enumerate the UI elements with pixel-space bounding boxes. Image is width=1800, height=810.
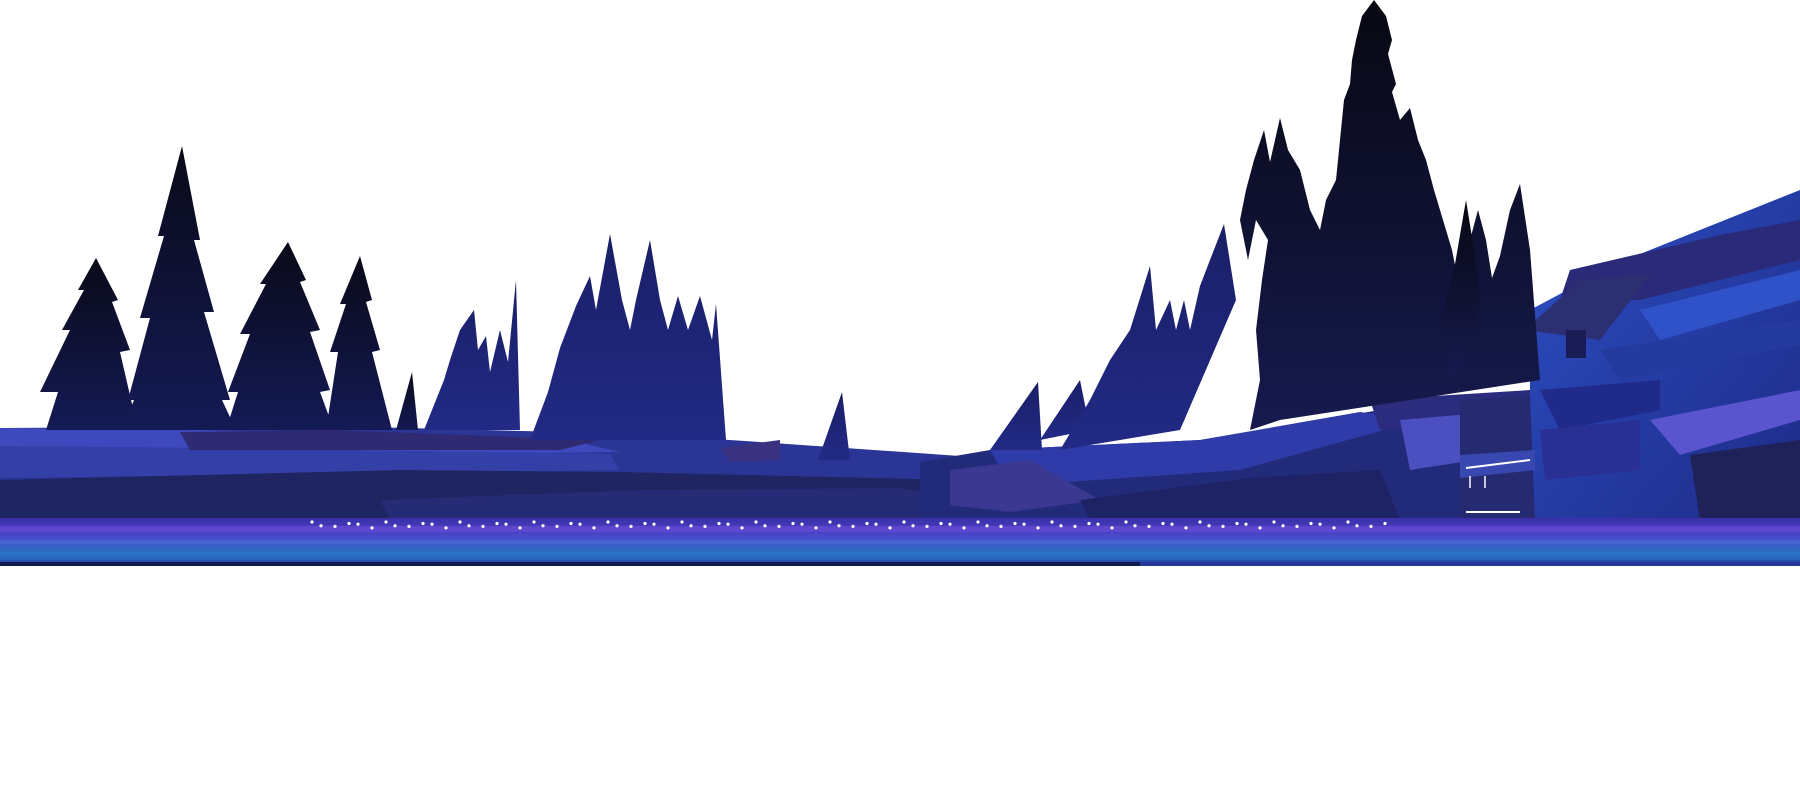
light-dot: [504, 522, 508, 526]
light-dot: [430, 522, 434, 526]
light-dot: [1133, 524, 1137, 528]
light-dot: [518, 526, 522, 530]
light-dot: [1124, 520, 1128, 524]
light-dot: [1207, 524, 1211, 528]
light-dot: [370, 526, 374, 530]
light-dot: [948, 522, 952, 526]
light-dot: [1295, 524, 1299, 529]
light-dot: [652, 522, 656, 526]
light-dot: [1059, 524, 1063, 528]
ground-right: [920, 390, 1550, 520]
light-dot: [828, 520, 832, 524]
light-dot: [939, 521, 943, 526]
light-dot: [1050, 520, 1054, 524]
light-dot: [347, 521, 351, 526]
light-dot: [1221, 524, 1225, 529]
light-dot: [319, 524, 323, 528]
light-dot: [421, 521, 425, 526]
light-dot: [555, 524, 559, 529]
light-dot: [1383, 521, 1387, 526]
light-dot: [1244, 522, 1248, 526]
light-dot: [837, 524, 841, 528]
trees-right-blue: [990, 224, 1236, 450]
light-dot: [495, 521, 499, 526]
light-dot: [1087, 521, 1091, 526]
light-dot: [763, 524, 767, 528]
light-dot: [458, 520, 462, 524]
light-dot: [985, 524, 989, 528]
light-dot: [1281, 524, 1285, 528]
light-dot: [532, 520, 536, 524]
light-dot: [407, 524, 411, 529]
light-dot: [481, 524, 485, 529]
light-dot: [1272, 520, 1276, 524]
light-dot: [1332, 526, 1336, 530]
light-dot: [874, 522, 878, 526]
light-dot: [1036, 526, 1040, 530]
light-dot: [1013, 521, 1017, 526]
light-dot: [1369, 524, 1373, 529]
light-dot: [740, 526, 744, 530]
string-lights: [310, 520, 1387, 530]
light-dot: [1318, 522, 1322, 526]
light-dot: [310, 520, 314, 524]
light-dot: [1096, 522, 1100, 526]
light-dot: [976, 520, 980, 524]
light-dot: [1346, 520, 1350, 524]
light-dot: [541, 524, 545, 528]
light-dot: [615, 524, 619, 528]
light-dot: [444, 526, 448, 530]
ground-left: [0, 426, 960, 520]
light-dot: [791, 521, 795, 526]
light-dot: [356, 522, 360, 526]
light-dot: [726, 522, 730, 526]
light-dot: [1184, 526, 1188, 530]
light-dot: [1147, 524, 1151, 529]
light-dot: [1309, 521, 1313, 526]
light-dot: [1235, 521, 1239, 526]
light-dot: [629, 524, 633, 529]
light-dot: [643, 521, 647, 526]
light-dot: [384, 520, 388, 524]
light-dot: [703, 524, 707, 529]
light-dot: [393, 524, 397, 528]
light-dot: [814, 526, 818, 530]
light-dot: [578, 522, 582, 526]
water-band: [0, 518, 1800, 566]
light-dot: [754, 520, 758, 524]
trees-middle: [424, 234, 850, 460]
light-dot: [606, 520, 610, 524]
light-dot: [925, 524, 929, 529]
light-dot: [999, 524, 1003, 529]
light-dot: [1073, 524, 1077, 529]
light-dot: [666, 526, 670, 530]
light-dot: [1198, 520, 1202, 524]
light-dot: [717, 521, 721, 526]
light-dot: [1110, 526, 1114, 530]
light-dot: [1170, 522, 1174, 526]
light-dot: [888, 526, 892, 530]
trees-right-dark: [1240, 0, 1540, 430]
light-dot: [592, 526, 596, 530]
right-cliff: [1460, 190, 1800, 520]
light-dot: [962, 526, 966, 530]
light-dot: [1258, 526, 1262, 530]
light-dot: [777, 524, 781, 529]
trees-left: [40, 146, 418, 430]
light-dot: [851, 524, 855, 529]
light-dot: [689, 524, 693, 528]
light-dot: [911, 524, 915, 528]
light-dot: [800, 522, 804, 526]
light-dot: [865, 521, 869, 526]
light-dot: [1022, 522, 1026, 526]
light-dot: [1161, 521, 1165, 526]
light-dot: [680, 520, 684, 524]
light-dot: [1355, 524, 1359, 528]
light-dot: [902, 520, 906, 524]
light-dot: [569, 521, 573, 526]
light-dot: [333, 524, 337, 529]
light-dot: [467, 524, 471, 528]
